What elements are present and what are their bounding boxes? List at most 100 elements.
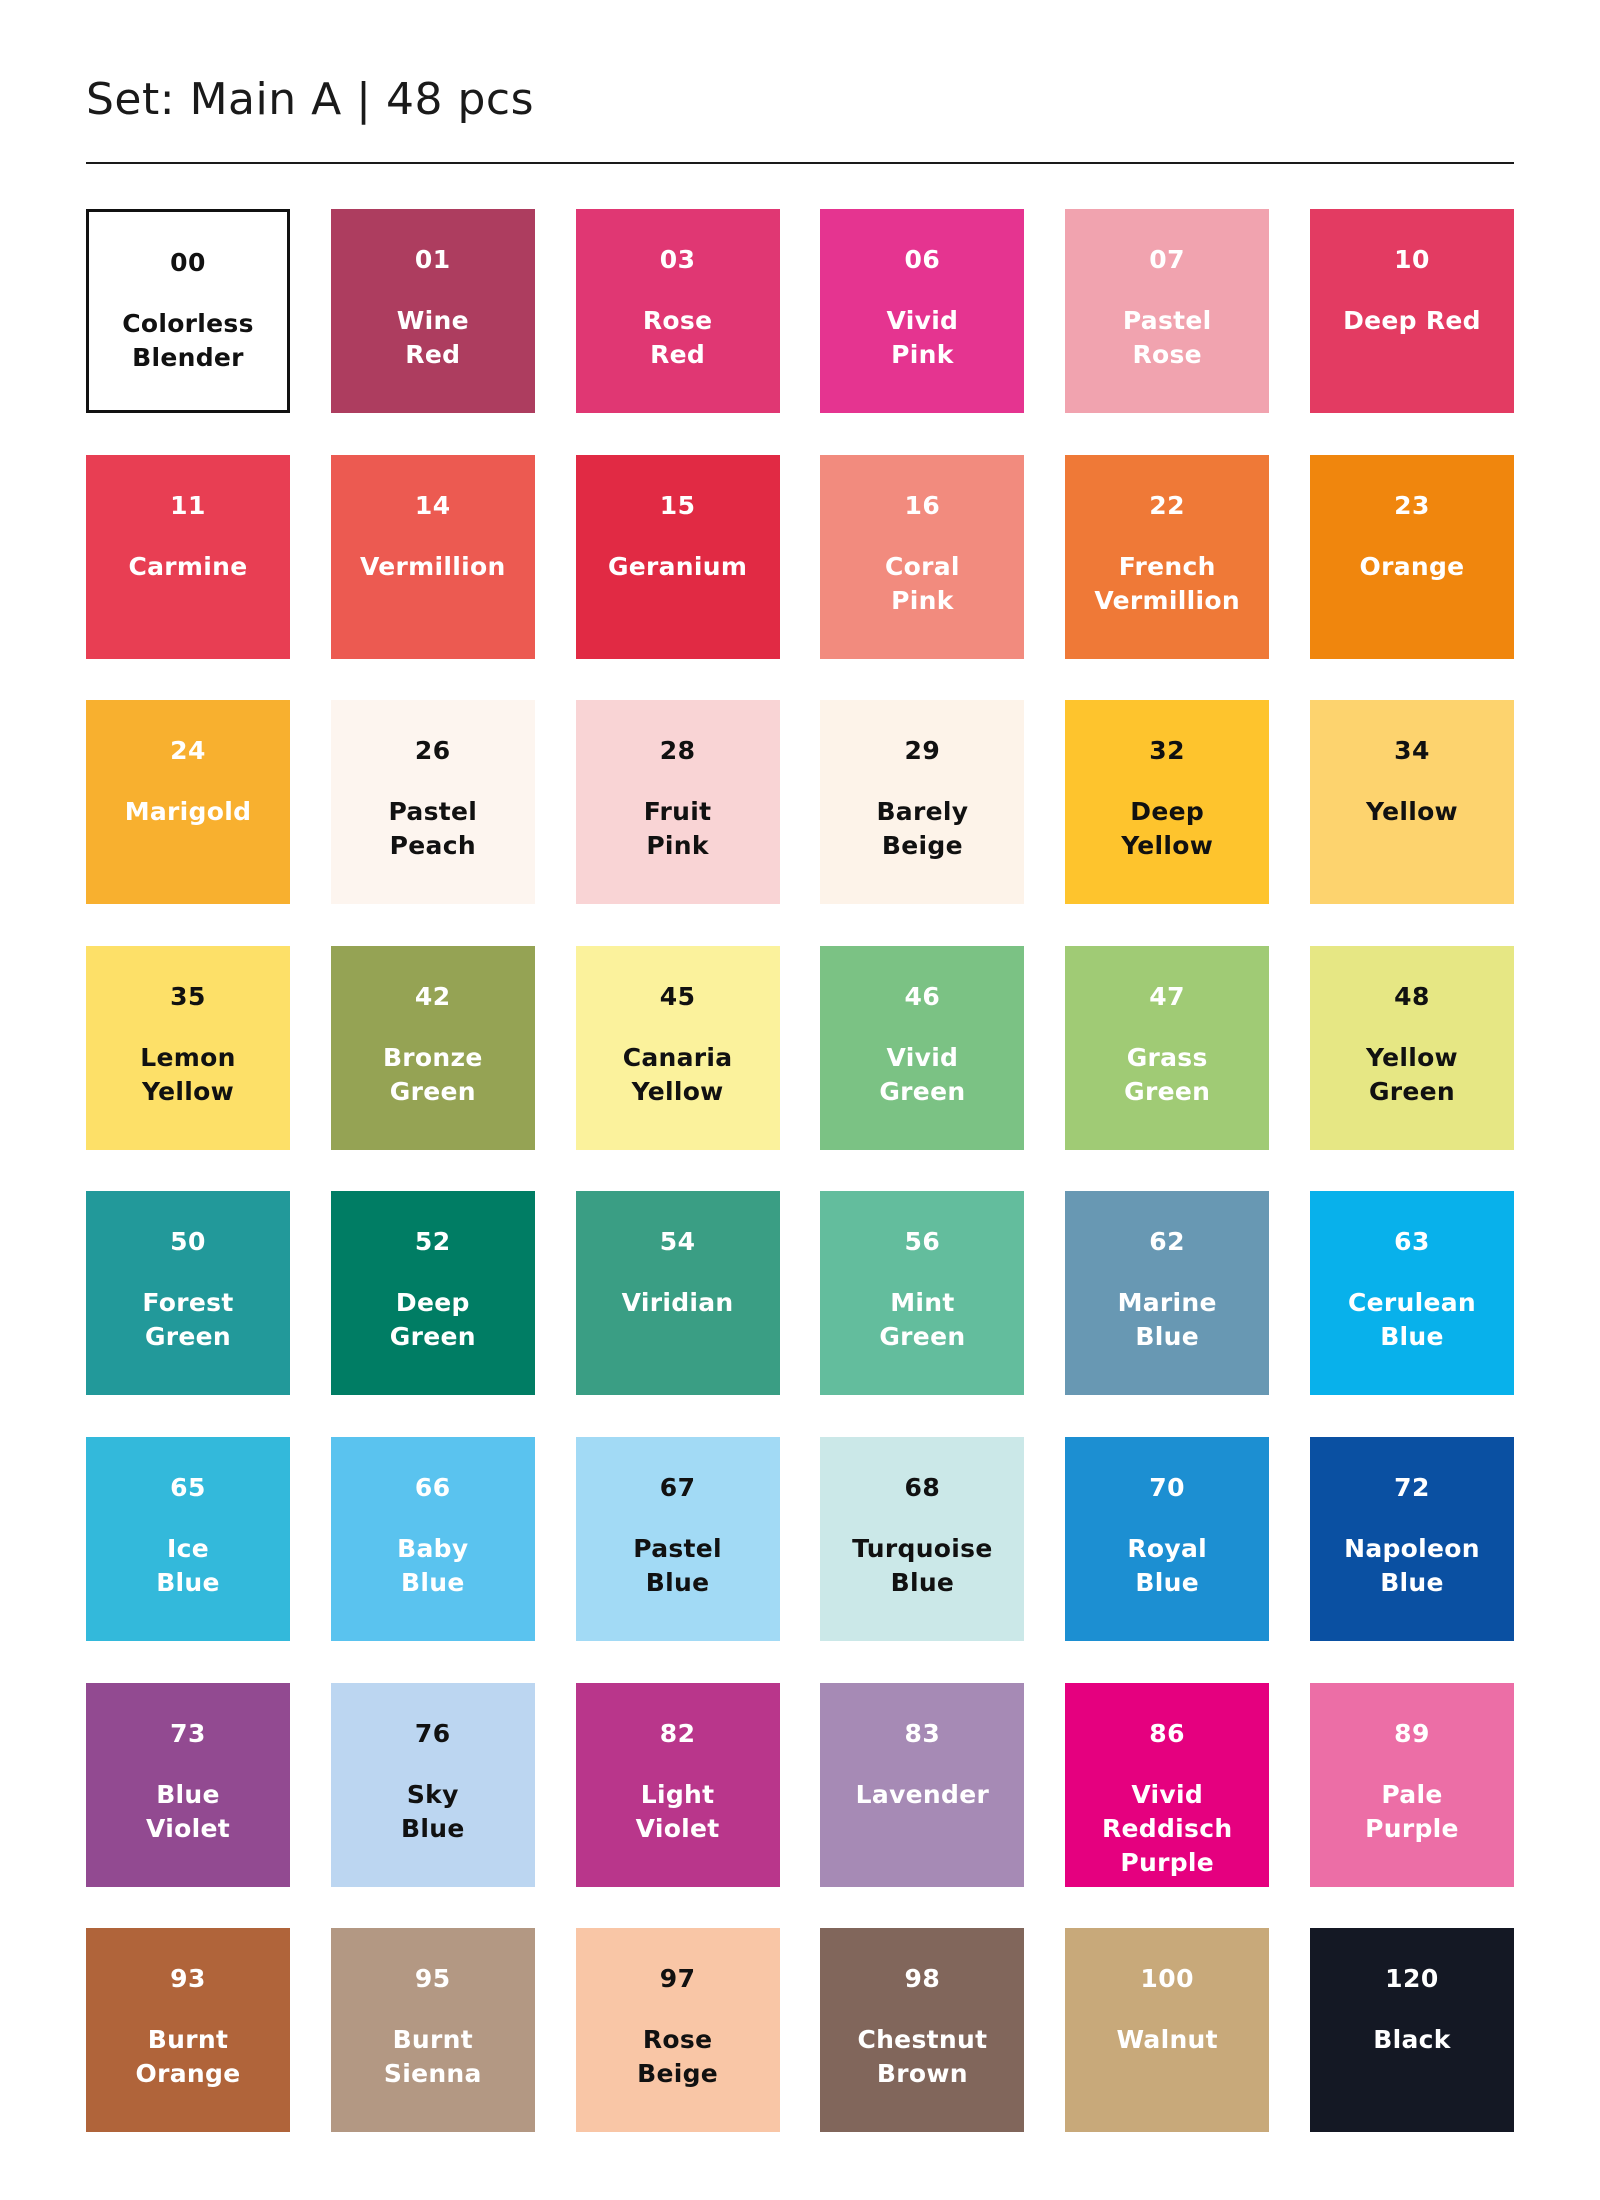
swatch-code: 22 [1149, 490, 1186, 520]
swatch-code: 97 [659, 1964, 696, 1994]
color-swatch: 68 Turquoise Blue [820, 1436, 1025, 1641]
color-swatch: 14 Vermillion [330, 454, 535, 659]
color-swatch: 76 Sky Blue [330, 1682, 535, 1887]
swatch-code: 01 [414, 245, 451, 274]
swatch-code: 00 [170, 248, 206, 277]
color-swatch: 56 Mint Green [820, 1191, 1025, 1396]
swatch-name: Deep Red [1343, 306, 1481, 335]
color-swatch: 66 Baby Blue [330, 1436, 535, 1641]
swatch-code: 24 [170, 736, 206, 766]
swatch-code: 15 [659, 490, 696, 520]
swatch-name: Light Violet [635, 1779, 720, 1843]
swatch-name: Vermillion [360, 551, 506, 581]
color-swatch: 70 Royal Blue [1065, 1436, 1270, 1641]
swatch-name: Chestnut Brown [857, 2025, 988, 2089]
swatch-code: 45 [659, 981, 696, 1011]
swatch-name: Lavender [855, 1779, 990, 1809]
swatch-name: Bronze Green [382, 1042, 483, 1106]
swatch-name: Walnut [1116, 2025, 1218, 2055]
swatch-name: Sky Blue [401, 1779, 465, 1843]
swatch-code: 68 [904, 1472, 941, 1502]
swatch-code: 23 [1394, 490, 1430, 520]
color-swatch: 98 Chestnut Brown [820, 1928, 1025, 2133]
color-swatch: 65 Ice Blue [86, 1436, 290, 1641]
swatch-code: 11 [170, 490, 206, 520]
swatch-code: 14 [414, 490, 451, 520]
color-swatch: 15 Geranium [575, 454, 780, 659]
swatch-code: 100 [1140, 1964, 1195, 1994]
color-swatch: 34 Yellow [1309, 700, 1514, 905]
color-swatch: 32 Deep Yellow [1065, 700, 1270, 905]
swatch-name: Cerulean Blue [1347, 1288, 1476, 1352]
color-swatch: 100 Walnut [1065, 1928, 1270, 2133]
swatch-name: Marine Blue [1117, 1288, 1217, 1352]
swatch-code: 66 [414, 1472, 451, 1502]
color-swatch: 86 Vivid Reddisch Purple [1065, 1682, 1270, 1887]
color-swatch: 28 Fruit Pink [575, 700, 780, 905]
swatch-name: Black [1373, 2025, 1451, 2055]
color-swatch: 62 Marine Blue [1065, 1191, 1270, 1396]
color-swatch: 16 Coral Pink [820, 454, 1025, 659]
swatch-code: 83 [904, 1718, 941, 1748]
swatch-name: Ice Blue [156, 1533, 220, 1597]
color-swatch: 83 Lavender [820, 1682, 1025, 1887]
swatch-name: Marigold [124, 797, 252, 827]
swatch-name: Orange [1359, 551, 1465, 581]
swatch-code: 52 [414, 1227, 451, 1257]
swatch-code: 46 [904, 981, 941, 1011]
swatch-name: Coral Pink [884, 551, 960, 615]
swatch-name: Viridian [621, 1288, 734, 1318]
color-swatch: 00 Colorless Blender [86, 209, 290, 413]
color-swatch: 52 Deep Green [330, 1191, 535, 1396]
swatch-code: 54 [659, 1227, 696, 1257]
swatch-code: 67 [659, 1472, 696, 1502]
swatch-code: 56 [904, 1227, 941, 1257]
color-swatch: 45 Canaria Yellow [575, 945, 780, 1150]
color-swatch: 95 Burnt Sienna [330, 1928, 535, 2133]
swatch-code: 26 [414, 736, 451, 766]
swatch-code: 95 [414, 1964, 451, 1994]
swatch-code: 16 [904, 490, 941, 520]
color-swatch: 42 Bronze Green [330, 945, 535, 1150]
swatch-name: Vivid Green [879, 1042, 966, 1106]
swatch-name: Deep Yellow [1121, 797, 1214, 861]
swatch-name: Royal Blue [1127, 1533, 1208, 1597]
swatch-code: 07 [1149, 245, 1186, 274]
color-swatch: 93 Burnt Orange [86, 1928, 290, 2133]
swatch-code: 10 [1394, 245, 1430, 274]
swatch-name: Fruit Pink [643, 797, 712, 861]
title-divider [86, 162, 1514, 164]
color-swatch: 73 Blue Violet [86, 1682, 290, 1887]
color-swatch: 22 French Vermillion [1065, 454, 1270, 659]
swatch-code: 89 [1394, 1718, 1430, 1748]
swatch-name: Burnt Sienna [383, 2025, 482, 2089]
swatch-name: Canaria Yellow [622, 1042, 733, 1106]
color-swatch-grid: 00 Colorless Blender 01 Wine Red 03 Rose Red 0… [86, 209, 1514, 2133]
color-swatch: 72 Napoleon Blue [1309, 1436, 1514, 1641]
swatch-name: Mint Green [879, 1288, 966, 1352]
color-swatch: 46 Vivid Green [820, 945, 1025, 1150]
swatch-name: Grass Green [1124, 1042, 1211, 1106]
color-swatch: 07 Pastel Rose [1065, 209, 1270, 413]
swatch-code: 03 [659, 245, 696, 274]
color-swatch: 67 Pastel Blue [575, 1436, 780, 1641]
color-swatch: 120 Black [1309, 1928, 1514, 2133]
color-swatch: 23 Orange [1309, 454, 1514, 659]
color-swatch: 06 Vivid Pink [820, 209, 1025, 413]
swatch-code: 50 [170, 1227, 206, 1257]
swatch-name: Forest Green [142, 1288, 234, 1352]
color-swatch: 26 Pastel Peach [330, 700, 535, 905]
color-swatch: 54 Viridian [575, 1191, 780, 1396]
swatch-name: Napoleon Blue [1344, 1533, 1480, 1597]
color-swatch: 48 Yellow Green [1309, 945, 1514, 1150]
swatch-code: 48 [1394, 981, 1430, 1011]
swatch-code: 120 [1385, 1964, 1439, 1994]
color-swatch: 10 Deep Red [1309, 209, 1514, 413]
swatch-code: 73 [170, 1718, 206, 1748]
color-swatch: 24 Marigold [86, 700, 290, 905]
color-swatch: 47 Grass Green [1065, 945, 1270, 1150]
swatch-name: Deep Green [389, 1288, 476, 1352]
swatch-name: Yellow [1365, 797, 1458, 827]
swatch-code: 82 [659, 1718, 696, 1748]
swatch-code: 28 [659, 736, 696, 766]
